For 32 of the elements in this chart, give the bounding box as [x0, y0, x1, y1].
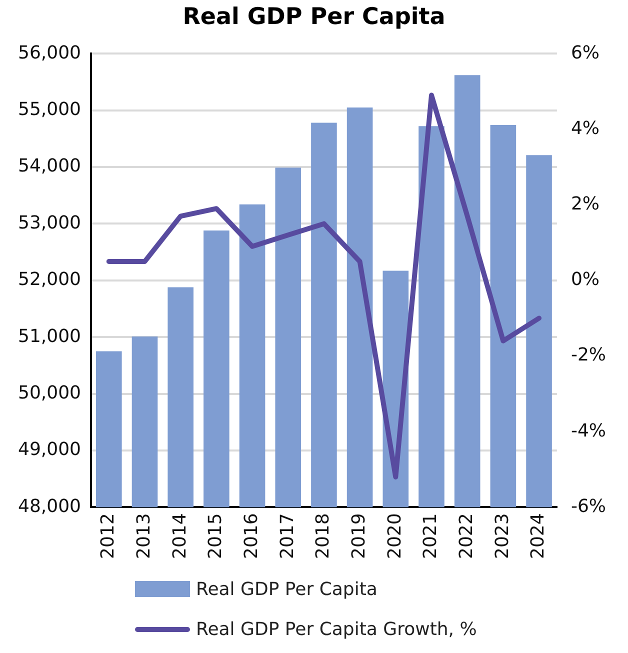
y-tick-label: 49,000: [18, 439, 81, 460]
y-tick-label: 48,000: [18, 496, 81, 517]
y-tick-label: 54,000: [18, 156, 81, 177]
x-tick-label: 2013: [133, 513, 154, 560]
y2-tick-label: 4%: [570, 118, 600, 139]
y2-tick-label: 0%: [570, 269, 600, 290]
legend-label: Real GDP Per Capita: [196, 578, 378, 600]
y-tick-label: 55,000: [18, 98, 81, 120]
x-tick-label: 2012: [98, 513, 119, 560]
x-tick-label: 2021: [420, 513, 442, 560]
x-tick-label: 2017: [276, 513, 298, 560]
legend-label: Real GDP Per Capita Growth, %: [196, 618, 477, 640]
y2-tick-label: 2%: [570, 193, 600, 214]
y2-tick-label: -6%: [570, 496, 606, 517]
x-tick-label: 2016: [240, 513, 262, 560]
y-tick-label: 53,000: [18, 212, 81, 234]
y-tick-label: 56,000: [18, 42, 81, 64]
x-tick-label: 2014: [169, 513, 190, 560]
y2-tick-label: 6%: [570, 42, 600, 64]
x-tick-label: 2020: [384, 513, 406, 560]
chart-title: Real GDP Per Capita: [182, 4, 446, 30]
y2-tick-label: -2%: [570, 344, 606, 366]
x-tick-label: 2019: [348, 513, 370, 560]
y-tick-label: 50,000: [18, 382, 81, 404]
x-tick-label: 2018: [312, 513, 334, 560]
x-tick-label: 2023: [492, 513, 513, 560]
x-tick-label: 2015: [205, 513, 226, 560]
y-tick-label: 52,000: [18, 269, 81, 290]
y2-tick-label: -4%: [570, 420, 606, 442]
x-tick-label: 2024: [528, 513, 549, 560]
x-tick-label: 2022: [456, 513, 478, 560]
y-tick-label: 51,000: [18, 326, 81, 347]
